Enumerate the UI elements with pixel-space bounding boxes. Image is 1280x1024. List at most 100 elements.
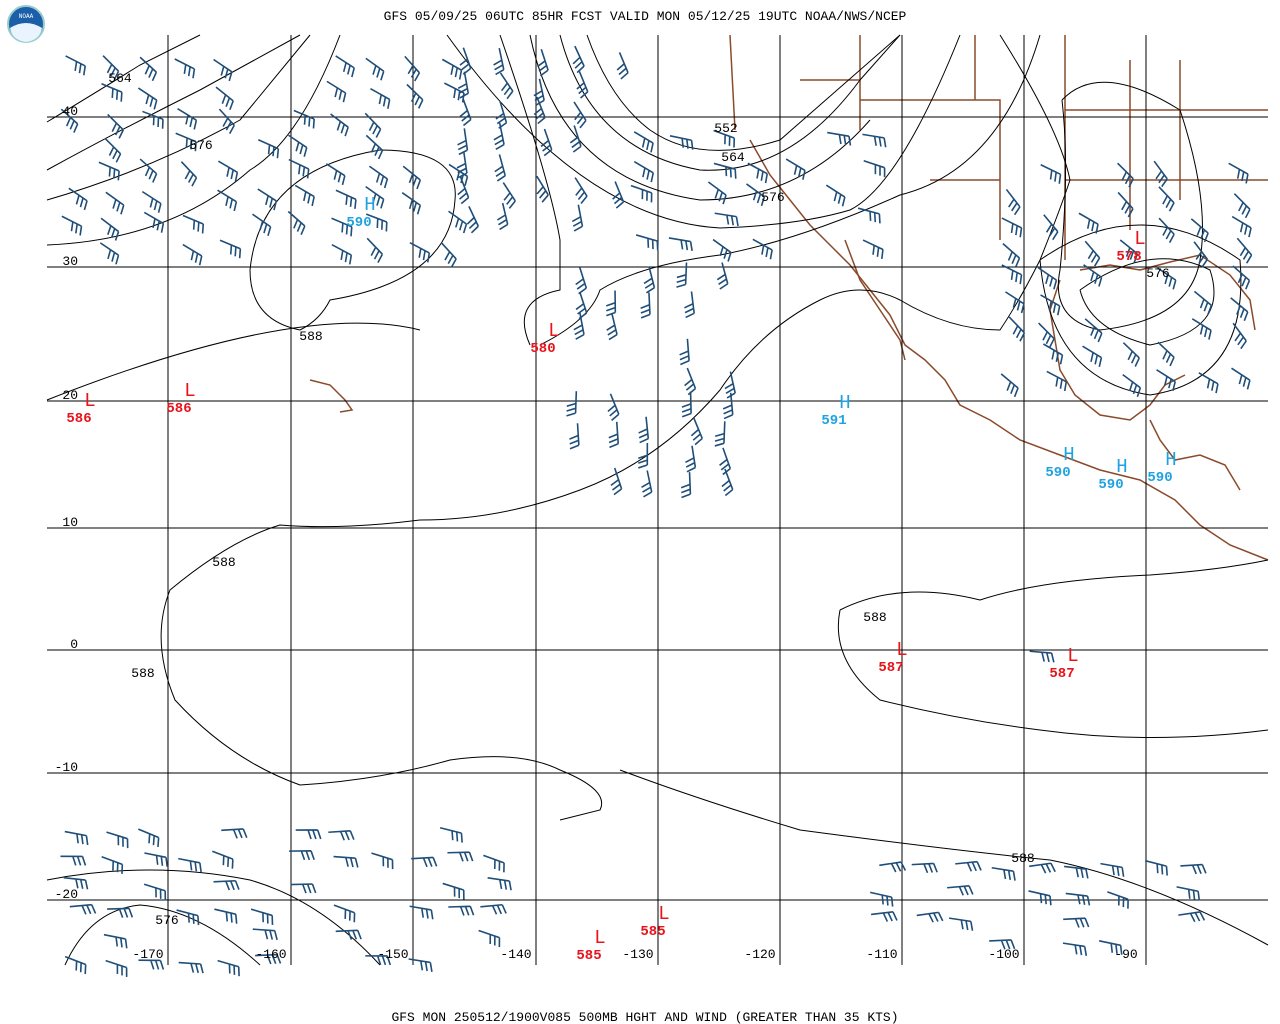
wind-barb [1117,191,1134,218]
lat-label: -10 [55,760,78,775]
wind-barb [1064,865,1089,879]
wind-barb [99,242,120,265]
wind-barb [1043,343,1064,365]
wind-barb [217,959,240,977]
wind-barb [325,163,346,186]
wind-barb [1228,162,1249,184]
wind-barb [630,184,653,203]
contour-label: 564 [108,71,132,86]
wind-barb [785,158,806,180]
lon-label: -100 [988,947,1019,962]
contour-label: 552 [714,121,737,136]
wind-barb [608,421,620,449]
wind-barb [257,139,280,159]
wind-barb [1029,862,1056,874]
wind-barb [466,206,480,234]
footer: GFS MON 250512/1900V085 500MB HGHT AND W… [391,1010,898,1024]
wind-barb [871,911,898,922]
wind-barb [616,52,629,80]
wind-barb [65,55,86,76]
wind-barb [143,883,167,901]
wind-barbs [60,45,1253,977]
wind-barb [684,367,697,396]
wind-barb [641,470,653,498]
contours [46,34,1269,966]
wind-barb [573,312,585,340]
wind-barb [182,243,203,266]
wind-barb [138,828,160,848]
lat-label: 10 [62,515,78,530]
wind-barb [402,165,422,190]
wind-barb [447,851,474,862]
wind-barb [252,213,272,237]
wind-barb [947,884,974,896]
center-value: 578 [1116,249,1141,265]
wind-barb [1236,237,1253,264]
wind-barb [219,239,242,259]
wind-barb [180,161,198,187]
wind-barb [1084,240,1101,267]
lat-label: 30 [62,254,78,269]
wind-barb [1083,264,1103,287]
wind-barb [610,467,623,496]
wind-barb [1117,162,1134,188]
wind-barb [411,856,438,868]
wind-barb [295,829,322,840]
wind-barb [1002,243,1021,268]
wind-barb [690,417,703,446]
wind-barb [288,134,308,157]
wind-barb [1144,859,1168,876]
wind-barb [444,82,465,103]
wind-barb [326,80,347,103]
wind-barb [1040,294,1061,316]
wind-barb [574,177,588,205]
wind-barb [101,856,124,874]
wind-barb [493,122,505,151]
wind-barb [1028,890,1052,906]
wind-barb [213,879,240,891]
wind-barb [104,137,122,163]
wind-barb [955,860,982,872]
wind-barb [370,87,391,109]
wind-barb [707,181,727,205]
wind-barb [331,244,353,265]
wind-barb [141,190,162,213]
wind-barb [1063,917,1090,928]
wind-barb [747,162,769,184]
wind-barb [106,831,129,849]
wind-barb [1233,193,1251,219]
wind-barb [257,188,278,211]
center-letter: H [1116,456,1127,478]
lon-label: -120 [744,947,775,962]
wind-barb [457,176,470,205]
wind-barb [401,192,422,215]
wind-barb [1062,942,1088,956]
wind-barb [676,262,688,288]
wind-barb [879,861,907,873]
contour-label: 564 [721,150,745,165]
wind-barb [409,905,434,920]
wind-barb [1231,215,1252,238]
wind-barb [137,87,158,110]
wind-barb [440,242,457,268]
wind-barb [409,241,431,263]
wind-barb [487,877,512,891]
wind-barb [712,238,732,262]
wind-barb [439,826,463,843]
wind-barb [364,112,382,138]
wind-barb [752,238,773,260]
wind-barb [638,416,650,444]
wind-barb [103,933,128,949]
wind-barb [290,883,317,894]
wind-barb [1231,367,1251,390]
wind-barb [177,108,198,130]
wind-barb [495,101,508,129]
contour-label: 588 [131,666,154,681]
wind-barb [1191,318,1212,340]
center-value: 590 [346,215,371,231]
wind-barb [100,217,120,241]
center-value: 587 [1049,666,1074,682]
wind-barb [289,850,315,861]
